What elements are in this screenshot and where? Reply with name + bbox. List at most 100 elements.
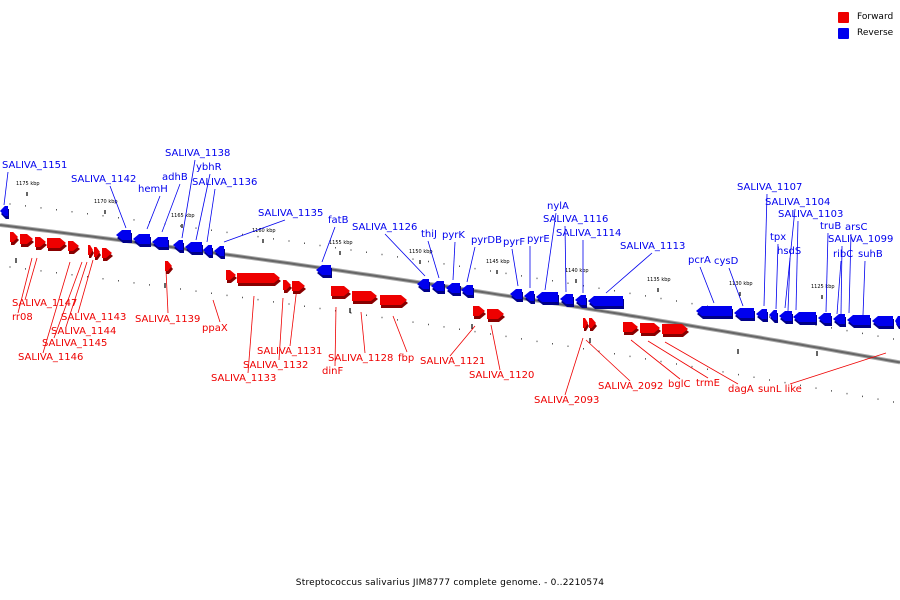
reverse-gene-label: SALIVA_1114 bbox=[556, 228, 621, 239]
reverse-gene-leader-line bbox=[728, 267, 744, 307]
reverse-gene-label: pyrF bbox=[503, 237, 525, 248]
reverse-gene-leader-line bbox=[605, 252, 653, 294]
gene-arrow-body bbox=[473, 306, 485, 316]
gene-arrow-body bbox=[237, 273, 280, 283]
gene-arrow-body bbox=[623, 322, 638, 332]
gene-arrow-body bbox=[283, 280, 291, 290]
backbone-line bbox=[0, 224, 900, 364]
forward-gene-leader-line bbox=[564, 337, 584, 396]
gene-arrow-body bbox=[226, 270, 236, 280]
forward-gene-leader-line bbox=[392, 315, 408, 353]
scale-tick-label: 1170 kbp bbox=[94, 199, 118, 205]
gene-arrow bbox=[583, 318, 589, 331]
reverse-gene-label: SALIVA_1151 bbox=[2, 160, 67, 171]
gene-arrow bbox=[185, 242, 203, 255]
reverse-gene-leader-line bbox=[223, 219, 286, 243]
forward-gene-leader-line bbox=[53, 261, 83, 339]
reverse-gene-label: SALIVA_1099 bbox=[828, 234, 893, 245]
gene-arrow bbox=[10, 232, 19, 245]
reverse-gene-leader-line bbox=[544, 212, 557, 291]
reverse-gene-leader-line bbox=[206, 188, 216, 243]
forward-gene-label: SALIVA_1146 bbox=[18, 352, 83, 363]
genome-backbone bbox=[0, 223, 900, 365]
forward-gene-label: SALIVA_1147 bbox=[12, 298, 77, 309]
forward-gene-leader-line bbox=[212, 299, 221, 323]
reverse-gene-leader-line bbox=[109, 185, 127, 229]
gene-arrow-body bbox=[589, 318, 596, 328]
gene-arrow-body bbox=[47, 238, 66, 248]
gene-arrow-body bbox=[575, 295, 586, 305]
gene-arrow-body bbox=[185, 242, 202, 252]
gene-arrow bbox=[895, 316, 900, 329]
gene-arrow bbox=[102, 248, 113, 261]
forward-gene-label: SALIVA_1120 bbox=[469, 370, 534, 381]
gene-arrow bbox=[203, 245, 213, 258]
gene-arrow-body bbox=[102, 248, 112, 258]
gene-arrow bbox=[152, 237, 169, 250]
forward-gene-leader-line bbox=[490, 324, 501, 371]
reverse-gene-label: fatB bbox=[328, 215, 349, 226]
scale-tick-label: 1175 kbp bbox=[16, 181, 40, 187]
gene-arrow bbox=[0, 206, 9, 219]
gene-arrow bbox=[756, 309, 768, 322]
scale-tick-label: 1150 kbp bbox=[409, 249, 433, 255]
gene-arrow bbox=[431, 281, 445, 294]
forward-gene-leader-line bbox=[585, 339, 631, 382]
reverse-gene-label: pyrDB bbox=[471, 235, 502, 246]
reverse-gene-label: SALIVA_1107 bbox=[737, 182, 802, 193]
gene-arrow-body bbox=[20, 234, 33, 244]
forward-gene-label: SALIVA_2092 bbox=[598, 381, 663, 392]
reverse-gene-label: tpx bbox=[770, 232, 786, 243]
forward-gene-leader-line bbox=[247, 295, 255, 374]
gene-arrow bbox=[88, 245, 94, 258]
forward-gene-label: SALIVA_1121 bbox=[420, 356, 485, 367]
gene-arrow-body bbox=[352, 291, 377, 301]
reverse-gene-leader-line bbox=[840, 245, 843, 315]
scale-tick-label: 1140 kbp bbox=[565, 268, 589, 274]
gene-arrow bbox=[173, 240, 184, 253]
reverse-gene-label: cysD bbox=[714, 256, 739, 267]
gene-arrow bbox=[352, 291, 378, 304]
reverse-gene-label: truB bbox=[820, 221, 841, 232]
scale-tick-label: 1135 kbp bbox=[647, 277, 671, 283]
gene-arrow-body bbox=[292, 281, 305, 291]
gene-arrow-body bbox=[895, 316, 900, 326]
gene-arrow bbox=[793, 312, 817, 325]
gene-arrow bbox=[20, 234, 34, 247]
reverse-gene-leader-line bbox=[699, 266, 715, 304]
reverse-gene-label: thiJ bbox=[421, 229, 437, 240]
gene-arrow-body bbox=[331, 286, 350, 296]
reverse-gene-label: adhB bbox=[162, 172, 188, 183]
gene-arrow-body bbox=[431, 281, 444, 291]
gene-arrow bbox=[818, 313, 832, 326]
forward-gene-leader-line bbox=[17, 257, 33, 314]
gene-arrow bbox=[536, 292, 559, 305]
gene-arrow-body bbox=[417, 279, 429, 289]
gene-arrow bbox=[380, 295, 408, 308]
gene-arrow-body bbox=[88, 245, 93, 255]
gene-arrow-body bbox=[536, 292, 558, 302]
forward-gene-label: SALIVA_1133 bbox=[211, 373, 276, 384]
gene-arrow-body bbox=[316, 265, 331, 275]
gene-arrow bbox=[872, 316, 894, 329]
gene-arrow-body bbox=[487, 309, 504, 319]
gene-arrow bbox=[35, 237, 47, 250]
forward-gene-leader-line bbox=[630, 339, 681, 380]
gene-arrow-body bbox=[10, 232, 18, 242]
forward-gene-label: fbp bbox=[398, 353, 414, 364]
reverse-gene-leader-line bbox=[384, 233, 426, 277]
gene-arrow-body bbox=[68, 241, 79, 251]
forward-gene-label: SALIVA_1131 bbox=[257, 346, 322, 357]
reverse-gene-label: SALIVA_1138 bbox=[165, 148, 230, 159]
reverse-gene-leader-line bbox=[825, 232, 829, 313]
reverse-gene-label: nylA bbox=[547, 201, 569, 212]
gene-arrows bbox=[0, 206, 900, 337]
reverse-gene-label: hsdS bbox=[777, 246, 801, 257]
reverse-gene-leader-line bbox=[564, 225, 567, 293]
scale-tick-label: 1145 kbp bbox=[486, 259, 510, 265]
gene-arrow-body bbox=[380, 295, 407, 305]
legend-forward-label: Forward bbox=[857, 12, 894, 22]
legend-forward: Forward bbox=[838, 9, 893, 25]
legend-reverse: Reverse bbox=[838, 25, 893, 41]
